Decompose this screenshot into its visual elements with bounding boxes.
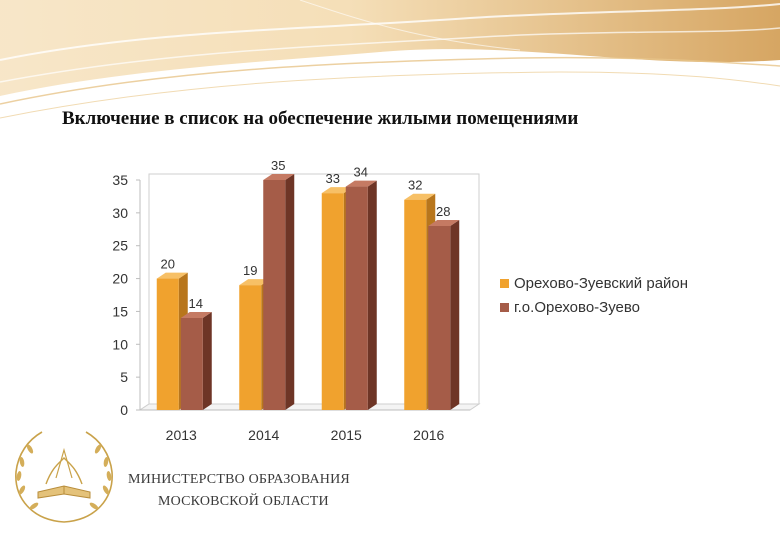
y-tick-label: 20 — [112, 271, 128, 287]
bar — [263, 180, 286, 410]
data-label: 19 — [243, 263, 257, 278]
x-tick-label: 2016 — [413, 427, 444, 443]
bar-side — [367, 180, 377, 410]
ministry-name-line-1: МИНИСТЕРСТВО ОБРАЗОВАНИЯ — [128, 472, 350, 487]
data-label: 33 — [326, 171, 340, 186]
bar-top — [404, 193, 436, 200]
y-tick-label: 25 — [112, 238, 128, 254]
y-tick-label: 15 — [112, 303, 128, 319]
legend-entry: г.о.Орехово-Зуево — [514, 299, 640, 316]
legend-swatch — [500, 279, 509, 288]
bar-side — [450, 220, 460, 410]
bar — [404, 199, 427, 410]
bar — [428, 226, 451, 410]
data-label: 14 — [189, 296, 203, 311]
bar — [321, 193, 344, 410]
y-tick-label: 35 — [112, 172, 128, 188]
bar-top — [156, 272, 188, 279]
bar — [180, 318, 203, 410]
legend-entry: Орехово-Зуевский район — [514, 275, 688, 292]
data-label: 34 — [354, 165, 368, 180]
bar — [239, 285, 262, 410]
y-tick-label: 10 — [112, 336, 128, 352]
bar-top — [180, 312, 212, 318]
x-tick-label: 2015 — [331, 427, 362, 443]
bar-side — [202, 312, 212, 410]
bar — [156, 278, 179, 410]
bar-top — [263, 174, 295, 180]
bar-top — [321, 187, 353, 194]
data-label: 20 — [161, 257, 175, 272]
legend-swatch — [500, 303, 509, 312]
y-tick-label: 30 — [112, 205, 128, 221]
decorative-header-banner — [0, 0, 780, 119]
ministry-name-line-2: МОСКОВСКОЙ ОБЛАСТИ — [158, 494, 329, 509]
bar-side — [285, 174, 295, 410]
slide-title: Включение в список на обеспечение жилыми… — [62, 108, 579, 129]
bar-top — [345, 180, 377, 187]
bar-top — [239, 279, 271, 286]
data-label: 32 — [408, 178, 422, 193]
y-tick-label: 0 — [120, 402, 128, 418]
data-label: 28 — [436, 204, 450, 219]
x-tick-label: 2014 — [248, 427, 279, 443]
bar-top — [428, 220, 460, 226]
laurel-wreath-book-icon — [15, 431, 113, 523]
x-tick-label: 2013 — [166, 427, 197, 443]
y-tick-label: 5 — [120, 369, 128, 385]
bar — [345, 186, 368, 410]
data-label: 35 — [271, 158, 285, 173]
